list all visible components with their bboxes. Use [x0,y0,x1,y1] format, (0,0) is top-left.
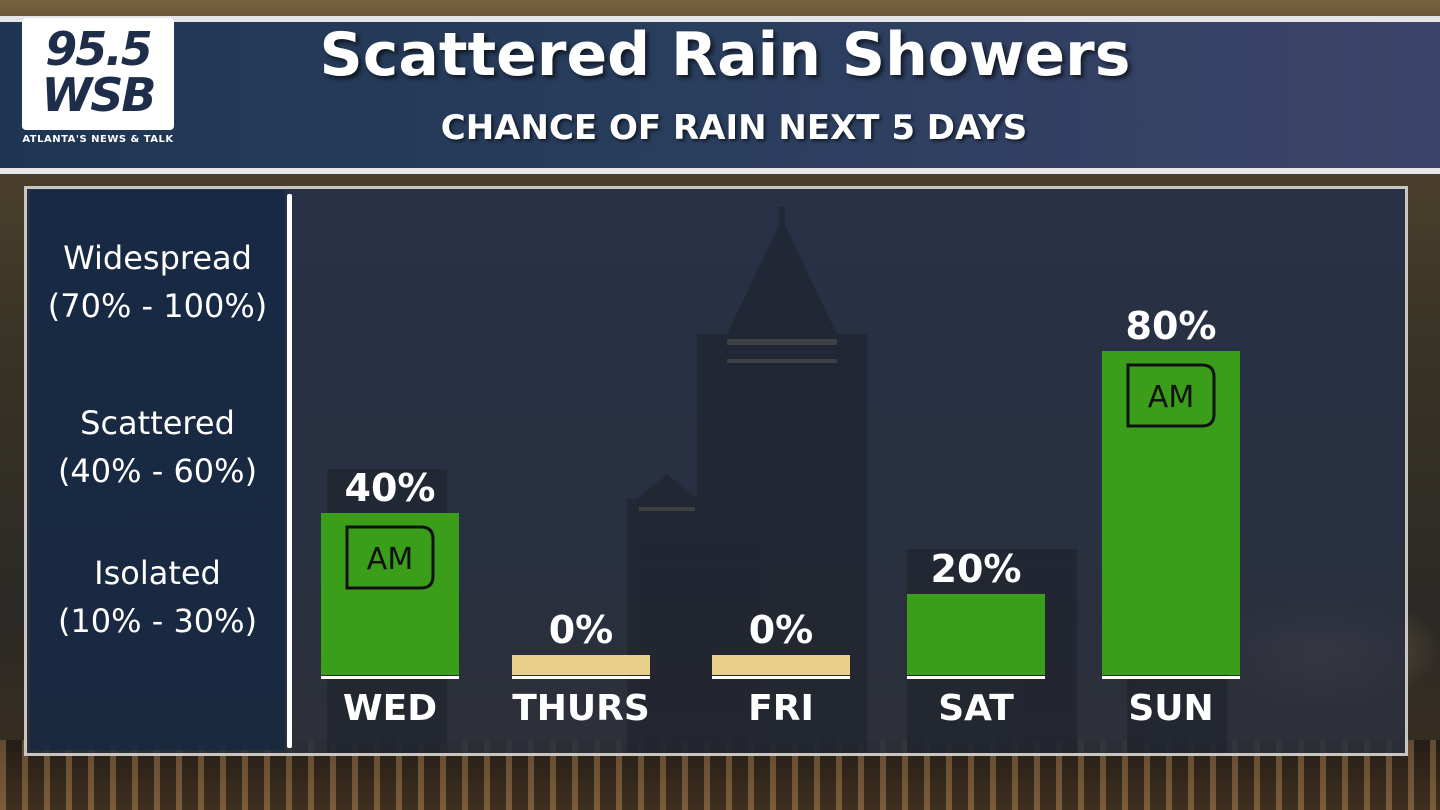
legend-isolated-range: (10% - 30%) [57,602,258,640]
category-label-thurs: THURS [512,688,650,729]
am-badge-label-wed: AM [367,542,413,577]
bar-baseline-thurs [512,676,650,679]
logo-callsign: WSB [41,68,157,122]
legend-isolated-label: Isolated [94,554,221,592]
am-badge-label-sun: AM [1148,380,1194,415]
legend-scattered: Scattered (40% - 60%) [30,399,285,495]
legend-widespread: Widespread (70% - 100%) [30,234,285,330]
station-logo: 95.5 WSB [22,18,174,130]
legend-column [30,190,285,750]
page-subtitle: CHANCE OF RAIN NEXT 5 DAYS [440,108,1028,148]
logo-tagline: ATLANTA'S NEWS & TALK [22,134,174,145]
legend-scattered-range: (40% - 60%) [57,452,258,490]
bar-fri [712,655,850,675]
header-bar [0,16,1440,174]
bar-thurs [512,655,650,675]
bar-baseline-fri [712,676,850,679]
category-label-sat: SAT [938,688,1014,729]
value-label-wed: 40% [345,466,436,510]
logo-frequency: 95.5 [45,22,153,76]
am-badge-sun [1126,363,1216,428]
legend-widespread-range: (70% - 100%) [47,287,268,325]
bar-baseline-sun [1102,676,1240,679]
category-label-wed: WED [343,688,437,729]
am-badge-wed [345,525,435,590]
value-label-fri: 0% [749,608,814,652]
category-label-sun: SUN [1128,688,1213,729]
value-label-sat: 20% [931,547,1022,591]
value-label-thurs: 0% [549,608,614,652]
bar-baseline-sat [907,676,1045,679]
legend-divider [287,194,292,748]
legend-isolated: Isolated (10% - 30%) [30,549,285,645]
bar-sat [907,594,1045,675]
page-title: Scattered Rain Showers [319,20,1131,90]
bar-baseline-wed [321,676,459,679]
value-label-sun: 80% [1126,304,1217,348]
bar-sun [1102,351,1240,675]
category-label-fri: FRI [748,688,814,729]
bar-wed [321,513,459,675]
legend-scattered-label: Scattered [80,404,235,442]
legend-widespread-label: Widespread [63,239,252,277]
